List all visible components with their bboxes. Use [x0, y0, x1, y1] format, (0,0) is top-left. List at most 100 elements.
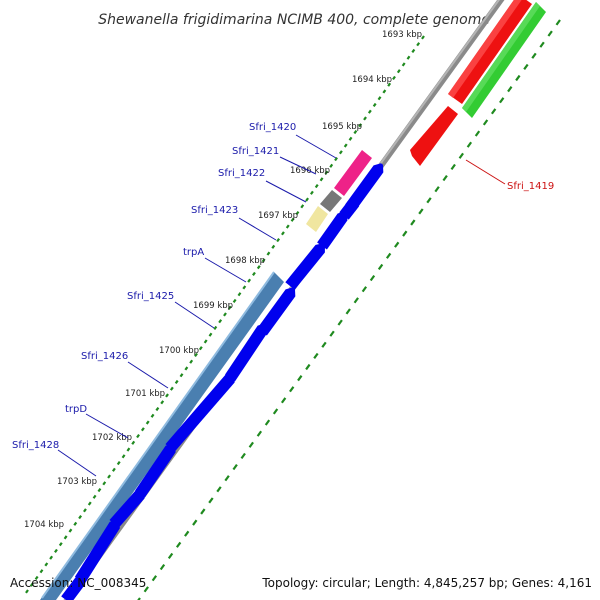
tick-dash [143, 586, 149, 593]
tick-dot [34, 575, 39, 580]
tick-dot [256, 265, 261, 270]
gene-leader-line [279, 156, 317, 175]
tick-dash [369, 275, 376, 282]
tick-dot [305, 197, 309, 202]
tick-dot [58, 542, 63, 547]
forward-cds-arrow[interactable] [74, 519, 120, 584]
tick-dash [297, 375, 303, 382]
tick-dot [421, 35, 425, 40]
tick-dot [179, 373, 184, 378]
tick-dash [289, 386, 295, 393]
tick-dot [44, 562, 49, 567]
tick-dot [358, 123, 363, 128]
gene-label[interactable]: trpA [183, 247, 204, 258]
tick-dash [418, 208, 424, 215]
feature-yellow[interactable] [306, 206, 328, 232]
tick-dash [402, 230, 408, 237]
forward-cds-arrow[interactable] [225, 323, 268, 382]
tick-dot [266, 251, 271, 256]
tick-dot [401, 62, 406, 67]
gene-label[interactable]: Sfri_1425 [127, 291, 174, 302]
tick-dash [232, 463, 238, 471]
tick-dot [343, 143, 348, 148]
scale-label: 1694 kbp [352, 75, 392, 85]
tick-dot [136, 433, 140, 439]
gene-labels: Sfri_1420 Sfri_1421 Sfri_1422 Sfri_1423 trpA… [12, 122, 554, 477]
scale-label: 1700 kbp [159, 346, 199, 356]
tick-dot [29, 582, 34, 587]
tick-dash [248, 441, 254, 448]
tick-dot [300, 204, 305, 209]
tick-dot [121, 454, 126, 459]
tick-dot [68, 528, 73, 533]
scale-label: 1702 kbp [92, 433, 132, 443]
tick-dot [334, 156, 338, 162]
feature-grey[interactable] [320, 190, 342, 212]
tick-dash [450, 163, 456, 171]
reverse-gene-sfri-1419[interactable] [462, 2, 546, 118]
tick-dot [116, 460, 121, 466]
forward-cds-arrow[interactable] [257, 287, 296, 336]
gene-leader-line [238, 217, 277, 241]
reverse-cds-sfri-1419-lower[interactable] [410, 106, 458, 166]
scale-label: 1695 kbp [322, 122, 362, 132]
accession-text: Accession: NC_008345 [10, 576, 146, 590]
tick-dot [416, 42, 421, 47]
gene-leader-line [465, 159, 506, 185]
tick-dot [203, 339, 208, 344]
forward-cds-arrow[interactable] [135, 443, 176, 498]
tick-dot [338, 150, 343, 155]
tick-dot [87, 501, 92, 506]
tick-dot [223, 312, 227, 317]
gene-label[interactable]: Sfri_1420 [249, 122, 296, 133]
forward-cds-arrow[interactable] [109, 489, 145, 528]
outer-tick-track [137, 19, 561, 600]
tick-dash [426, 197, 432, 204]
tick-dot [208, 332, 213, 337]
gene-label[interactable]: trpD [65, 404, 87, 415]
tick-dot [285, 224, 290, 229]
tick-dot [324, 170, 329, 175]
forward-cds-arrow[interactable] [61, 575, 86, 600]
gene-label[interactable]: Sfri_1422 [218, 168, 265, 179]
gene-label[interactable]: Sfri_1428 [12, 440, 59, 451]
tick-dot [372, 102, 377, 108]
tick-dash [466, 141, 473, 148]
tick-dash [547, 30, 553, 37]
tick-dot [309, 190, 314, 195]
tick-dash [313, 352, 319, 359]
tick-dash [224, 475, 230, 482]
inner-tick-track [25, 35, 425, 594]
upper-features [306, 150, 372, 232]
forward-cds-arrow[interactable] [317, 211, 348, 250]
tick-dot [150, 413, 155, 418]
forward-cds-arrow[interactable] [165, 373, 235, 452]
tick-dot [160, 400, 165, 405]
tick-dot [165, 393, 169, 398]
gene-label[interactable]: Sfri_1426 [81, 351, 128, 362]
tick-dash [272, 408, 279, 415]
tick-dash [321, 341, 327, 348]
tick-dot [78, 515, 83, 520]
gene-label[interactable]: Sfri_1419 [507, 181, 554, 192]
tick-dot [242, 285, 247, 290]
tick-dash [499, 97, 505, 104]
feature-pink[interactable] [334, 150, 372, 196]
tick-dot [49, 555, 54, 560]
gene-label[interactable]: Sfri_1421 [232, 146, 279, 157]
tick-dash [482, 119, 489, 126]
tick-dot [411, 48, 416, 53]
tick-dot [213, 325, 218, 330]
forward-cds-arrow[interactable] [285, 243, 325, 290]
tick-dash [329, 330, 335, 337]
tick-dot [111, 467, 116, 472]
tick-dot [348, 136, 353, 141]
tick-dash [151, 575, 158, 582]
reverse-cds-sfri-1419-upper[interactable] [448, 0, 532, 104]
tick-dash [345, 308, 351, 315]
gene-label[interactable]: Sfri_1423 [191, 205, 238, 216]
scale-label: 1698 kbp [225, 256, 265, 266]
tick-dash [175, 541, 182, 548]
tick-dot [392, 75, 396, 81]
